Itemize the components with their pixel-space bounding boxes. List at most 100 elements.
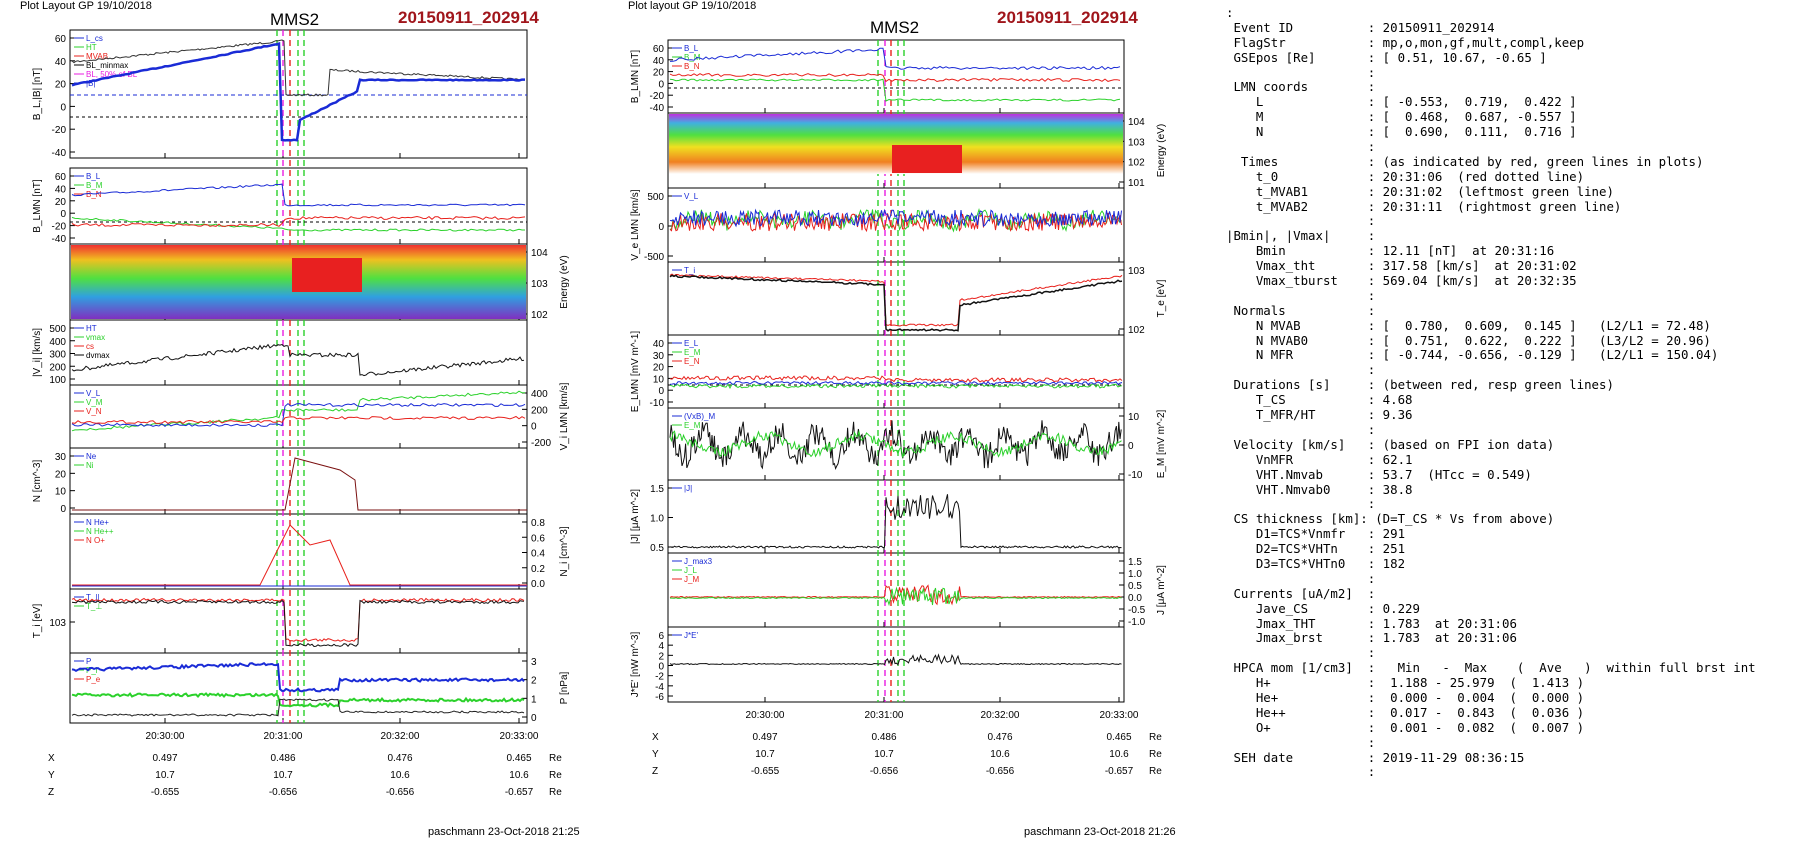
tick-label: -6 [655,692,664,703]
info-line: Event ID : 20150911_202914 [1226,19,1495,35]
info-line: L : [ -0.553, 0.719, 0.422 ] [1226,94,1577,110]
orbit-unit: Re [1149,766,1162,777]
left-footer: paschmann 23-Oct-2018 21:25 [428,826,580,838]
tick-label: -20 [52,125,67,136]
legend-entry: P [86,657,91,666]
info-line: t_MVAB1 : 20:31:02 (leftmost green line) [1226,183,1614,199]
y-axis-label: |J| [μA m^-2] [630,489,641,544]
orbit-unit: Re [549,753,562,764]
middle-spacecraft-label: MMS2 [870,18,920,37]
legend-entry: B_L [86,172,101,181]
x-tick-label: 20:31:00 [865,710,904,721]
panel-frame [667,626,1125,703]
trace-Vi [71,343,525,377]
legend-entry: BL_minmax [86,61,128,70]
info-line: Durations [s] : (between red, resp green… [1226,377,1614,393]
left-plot-header: Plot Layout GP 19/10/2018 [20,0,152,12]
tick-label: 0 [1128,441,1134,452]
tick-label: 10 [55,487,67,498]
trace-VN [71,415,526,425]
tick-label: 10 [653,374,665,385]
trace-BN [71,215,526,227]
tick-label: 0 [658,79,664,90]
tick-label: 60 [55,172,67,183]
y-axis-label: E_LMN [mV m^-1] [630,331,641,413]
legend-entry: E_M [684,348,701,357]
info-line: : [1226,496,1376,512]
info-line: Jmax_brst : 1.783 at 20:31:06 [1226,630,1517,646]
trace-JM [669,586,1122,607]
info-line: : [1226,421,1376,437]
y-axis-label: N_i [cm^-3] [559,526,570,576]
orbit-value: -0.657 [505,787,534,798]
tick-label: 0 [658,222,664,233]
orbit-label: Y [48,770,55,781]
info-line: Velocity [km/s] : (based on FPI ion data… [1226,436,1555,452]
orbit-value: 0.497 [152,753,177,764]
orbit-unit: Re [1149,749,1162,760]
legend-entry: cs [86,342,94,351]
legend-entry: J_L [684,566,697,575]
legend-entry: V_M [86,398,103,407]
legend-entry: V_N [86,407,102,416]
trace-JE [669,653,1122,666]
info-line: : [1226,764,1376,780]
info-line: O+ : 0.001 - 0.082 ( 0.007 ) [1226,719,1585,735]
tick-label: 40 [653,339,665,350]
trace-BM [71,216,525,232]
legend-entry: vmax [86,333,105,342]
trace-BN [669,72,1121,83]
legend-entry: T_⊥ [86,602,102,611]
legend-entry: V_L [684,192,699,201]
info-line: Currents [uA/m2] : [1226,585,1376,601]
trace-EL [669,375,1123,383]
trace-BL [71,41,525,142]
y-axis-label: T_i [eV] [32,604,43,639]
trace-EM2 [669,429,1122,459]
tick-label: 0.8 [531,518,545,529]
orbit-value: 0.497 [752,732,777,743]
tick-label: 3 [531,657,537,668]
trace-VM [71,402,526,428]
tick-label: 103 [531,279,548,290]
y-axis-label: |V_i| [km/s] [32,328,43,377]
info-line: D3=TCS*VHTn0 : 182 [1226,555,1406,571]
tick-label: -10 [650,398,665,409]
info-line: T_MFR/HT : 9.36 [1226,407,1413,423]
trace-BM [669,78,1121,102]
info-line: t_MVAB2 : 20:31:11 (rightmost green line… [1226,198,1622,214]
legend-entry: B_M [86,181,103,190]
orbit-label: X [652,732,659,743]
tick-label: 6 [658,631,664,642]
trace-EM [669,383,1123,389]
info-line: Normals : [1226,302,1376,318]
orbit-label: Z [48,787,54,798]
y-axis-label: B_LMN [nT] [32,179,43,233]
tick-label: -40 [52,234,67,245]
tick-label: -1.0 [1128,617,1146,628]
info-line: : [1226,734,1376,750]
info-line: HPCA mom [1/cm3] : Min - Max ( Ave ) wit… [1226,660,1756,676]
tick-label: 60 [653,44,665,55]
legend-entry: BL, 50% of BL [86,70,138,79]
tick-label: 30 [55,452,67,463]
info-line: Bmin : 12.11 [nT] at 20:31:16 [1226,243,1555,259]
y-axis-label: V_e LMN [km/s] [630,189,641,260]
orbit-unit: Re [549,787,562,798]
tick-label: 101 [1128,178,1145,189]
x-tick-label: 20:32:00 [381,731,420,742]
orbit-value: 10.7 [155,770,175,781]
tick-label: 200 [531,405,548,416]
tick-label: 500 [647,192,664,203]
orbit-value: -0.655 [751,766,780,777]
tick-label: 0 [60,504,66,515]
panel-frame [667,261,1125,336]
tick-label: -10 [1128,470,1143,481]
orbit-value: 0.486 [871,732,896,743]
orbit-value: -0.656 [986,766,1015,777]
tick-label: 0.4 [531,549,545,560]
info-line: t_0 : 20:31:06 (red dotted line) [1226,168,1585,184]
info-line: D1=TCS*Vnmfr : 291 [1226,526,1406,542]
tick-label: 0 [531,422,537,433]
